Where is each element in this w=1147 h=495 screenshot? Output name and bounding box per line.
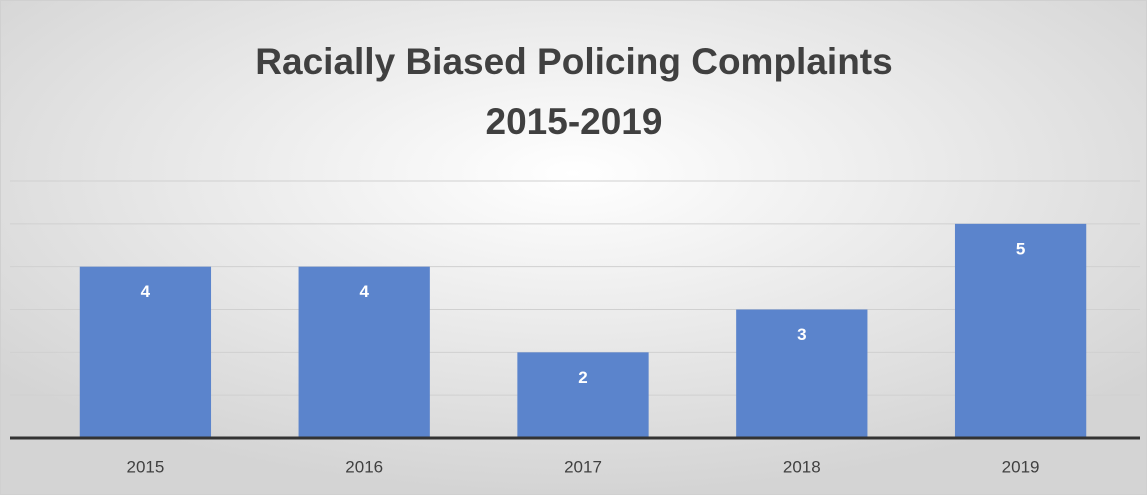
data-label: 2	[578, 368, 587, 387]
data-label: 4	[359, 282, 369, 301]
bar	[298, 266, 430, 438]
bar	[954, 223, 1087, 438]
data-label: 4	[141, 282, 151, 301]
x-tick-label: 2019	[1002, 457, 1040, 476]
x-tick-label: 2017	[564, 457, 602, 476]
x-tick-label: 2015	[126, 457, 164, 476]
data-label: 3	[797, 325, 806, 344]
bar	[79, 266, 212, 438]
bar	[517, 352, 649, 438]
data-label: 5	[1016, 239, 1025, 258]
chart-title: Racially Biased Policing Complaints	[255, 41, 892, 82]
chart-title: 2015-2019	[486, 101, 663, 142]
x-tick-label: 2016	[345, 457, 383, 476]
bar	[736, 309, 868, 438]
x-tick-label: 2018	[783, 457, 821, 476]
